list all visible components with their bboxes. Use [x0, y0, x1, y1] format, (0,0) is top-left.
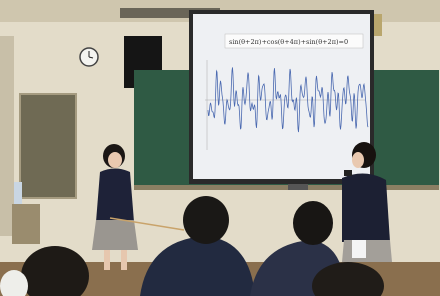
photo: sin(θ+2π)+cos(θ+4π)+sin(θ+2π)=0	[0, 0, 440, 296]
side-table	[12, 204, 40, 244]
screen-bracket	[288, 184, 308, 190]
window-panel	[20, 94, 76, 198]
equation: sin(θ+2π)+cos(θ+4π)+sin(θ+2π)=0	[229, 38, 348, 46]
bottle	[14, 182, 22, 204]
wall-edge	[0, 36, 14, 236]
sign	[374, 14, 382, 36]
chalk-tray	[134, 185, 439, 190]
page: sin(θ+2π)+cos(θ+4π)+sin(θ+2π)=0 (() => {…	[0, 0, 440, 296]
